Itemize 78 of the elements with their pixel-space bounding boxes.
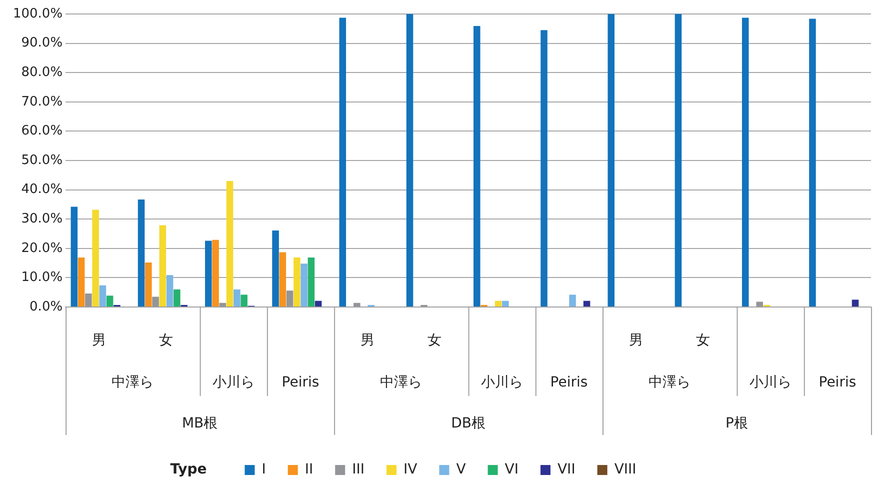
text: Peiris bbox=[282, 374, 320, 391]
y-tick-label: 10.0% bbox=[21, 270, 63, 286]
text: 小川ら bbox=[749, 374, 792, 391]
bar bbox=[473, 26, 480, 306]
bar bbox=[78, 257, 85, 306]
text: 中澤ら bbox=[380, 374, 422, 391]
bar bbox=[308, 257, 315, 306]
bar bbox=[742, 18, 749, 306]
legend-title: Type bbox=[170, 462, 207, 478]
x-tick-label: 男 bbox=[360, 332, 375, 349]
y-tick-label: 60.0% bbox=[21, 124, 63, 139]
y-tick-label: 40.0% bbox=[21, 182, 63, 198]
text: Peiris bbox=[818, 374, 856, 391]
bar bbox=[219, 302, 226, 306]
text: 小川ら bbox=[480, 374, 523, 391]
x-tick-label: 女 bbox=[159, 332, 174, 349]
bar bbox=[152, 296, 159, 306]
text: 中澤ら bbox=[112, 374, 154, 391]
bar bbox=[314, 300, 322, 306]
bar bbox=[406, 14, 414, 306]
bar bbox=[226, 181, 234, 306]
bar bbox=[70, 206, 78, 306]
x-tick-label: 男 bbox=[629, 332, 644, 349]
legend-label: VI bbox=[504, 462, 518, 478]
text: DB根 bbox=[451, 416, 486, 432]
bar bbox=[502, 300, 509, 306]
bar bbox=[85, 294, 92, 306]
x-tick-label: 女 bbox=[696, 332, 710, 349]
x-tick-label: 女 bbox=[428, 332, 442, 349]
bar bbox=[756, 302, 764, 306]
text: P根 bbox=[726, 416, 748, 432]
bar bbox=[809, 18, 816, 306]
bar bbox=[92, 210, 99, 306]
bar bbox=[205, 240, 212, 306]
y-tick-label: 70.0% bbox=[21, 94, 63, 110]
y-tick-label: 0.0% bbox=[30, 299, 63, 314]
bar bbox=[106, 296, 114, 306]
bar bbox=[294, 257, 300, 306]
bar bbox=[138, 199, 145, 306]
legend-label: III bbox=[352, 462, 364, 478]
y-tick-label: 50.0% bbox=[21, 152, 63, 168]
bar bbox=[99, 285, 106, 306]
bar bbox=[286, 290, 294, 306]
y-tick-label: 90.0% bbox=[21, 36, 63, 51]
bar bbox=[159, 225, 166, 306]
bar bbox=[300, 264, 308, 306]
bar bbox=[354, 302, 360, 306]
text: Peiris bbox=[550, 374, 588, 391]
legend-label: VIII bbox=[614, 462, 636, 478]
legend-label: IV bbox=[403, 462, 418, 478]
bar bbox=[569, 294, 576, 306]
bar bbox=[852, 300, 859, 306]
bar bbox=[145, 262, 152, 306]
bar bbox=[240, 294, 248, 306]
bar bbox=[174, 289, 180, 306]
bar bbox=[234, 289, 240, 306]
text: MB根 bbox=[182, 416, 218, 432]
bar bbox=[674, 14, 682, 306]
bar bbox=[279, 252, 286, 306]
bar bbox=[339, 18, 346, 306]
legend-label: I bbox=[262, 462, 266, 478]
bar bbox=[608, 14, 615, 306]
legend-label: II bbox=[304, 462, 314, 478]
legend-label: V bbox=[456, 462, 466, 478]
bar bbox=[540, 30, 548, 306]
bar bbox=[166, 275, 174, 306]
y-tick-label: 30.0% bbox=[21, 211, 63, 226]
bar bbox=[494, 300, 502, 306]
bar bbox=[583, 300, 590, 306]
bar bbox=[272, 230, 279, 306]
y-tick-label: 20.0% bbox=[21, 240, 63, 256]
y-tick-label: 100.0% bbox=[12, 6, 63, 22]
text: 中澤ら bbox=[648, 374, 691, 391]
bar bbox=[212, 240, 219, 306]
x-tick-label: 男 bbox=[92, 332, 106, 349]
y-tick-label: 80.0% bbox=[21, 64, 63, 80]
legend-label: VII bbox=[557, 462, 576, 478]
text: 小川ら bbox=[212, 374, 254, 391]
